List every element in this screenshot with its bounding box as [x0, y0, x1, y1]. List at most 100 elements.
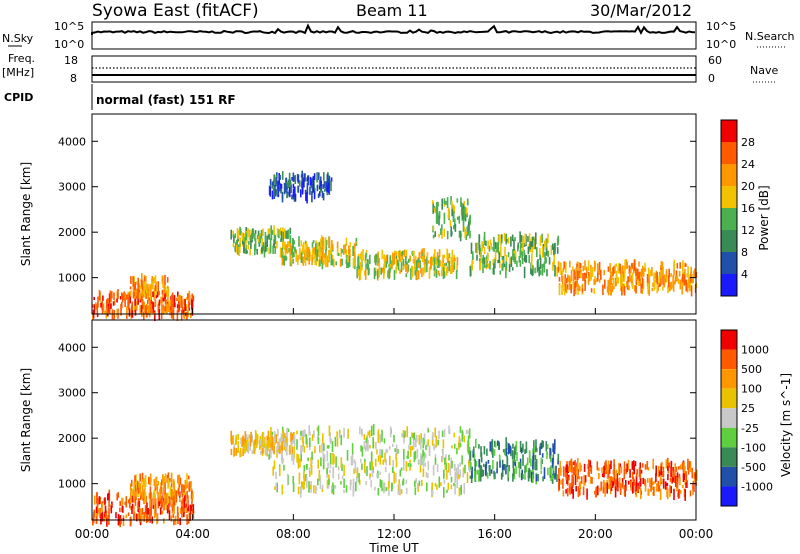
range-cell [593, 288, 596, 294]
range-cell [494, 441, 497, 448]
range-cell [552, 243, 554, 250]
range-cell [376, 253, 378, 263]
range-cell [233, 235, 235, 244]
range-cell [556, 474, 558, 482]
range-cell [667, 275, 670, 288]
range-cell [562, 490, 565, 497]
range-cell [255, 442, 258, 449]
range-cell [436, 252, 439, 259]
range-cell [164, 274, 166, 286]
x-tick-label: 16:00 [477, 527, 512, 541]
range-cell [502, 262, 505, 268]
range-cell [618, 462, 620, 469]
range-cell [531, 264, 534, 277]
range-cell [414, 255, 417, 265]
range-cell [678, 473, 681, 479]
range-cell [508, 443, 510, 454]
range-cell [519, 231, 521, 244]
range-cell [144, 492, 147, 502]
range-cell [260, 439, 262, 446]
range-cell [311, 455, 313, 464]
range-cell [550, 465, 552, 475]
range-cell [310, 180, 313, 185]
range-cell [307, 457, 309, 462]
range-cell [253, 447, 256, 453]
range-cell [314, 254, 316, 265]
range-cell [483, 257, 485, 264]
range-cell [321, 488, 324, 492]
range-cell [693, 268, 696, 278]
range-cell [186, 473, 188, 485]
range-cell [483, 231, 486, 242]
range-cell [140, 514, 143, 523]
range-cell [123, 291, 125, 300]
range-cell [318, 245, 320, 258]
range-cell [657, 286, 659, 292]
range-cell [289, 186, 291, 198]
range-cell [660, 261, 663, 270]
range-cell [120, 518, 122, 524]
colorbar-frame [720, 119, 738, 297]
range-cell [447, 482, 450, 490]
range-cell [323, 181, 326, 188]
range-cell [501, 234, 503, 242]
range-cell [640, 268, 643, 278]
range-cell [478, 459, 480, 468]
range-cell [313, 430, 315, 438]
range-cell [311, 242, 314, 248]
range-cell [528, 255, 530, 264]
range-cell [566, 487, 569, 497]
range-cell [673, 473, 676, 479]
range-cell [183, 507, 185, 515]
range-cell [405, 256, 407, 264]
range-cell [181, 509, 183, 518]
range-cell [420, 267, 422, 274]
colorbar-segment [721, 274, 737, 296]
range-cell [442, 267, 445, 280]
range-cell [399, 469, 402, 477]
range-cell [682, 260, 684, 271]
range-cell [300, 445, 302, 455]
range-cell [588, 459, 590, 468]
range-cell [449, 219, 452, 227]
range-cell [410, 463, 412, 468]
range-cell [386, 449, 389, 453]
range-cell [465, 207, 467, 217]
range-cell [179, 295, 182, 304]
range-cell [110, 303, 112, 309]
range-cell [177, 488, 180, 495]
range-cell [294, 186, 296, 196]
range-cell [247, 228, 249, 237]
range-cell [98, 496, 101, 505]
range-cell [168, 510, 171, 520]
range-cell [613, 265, 615, 274]
range-cell [480, 251, 482, 263]
range-cell [318, 469, 321, 480]
range-cell [644, 464, 647, 470]
range-cell [490, 243, 492, 250]
range-cell [561, 271, 563, 283]
range-cell [452, 261, 454, 266]
colorbar-segment [721, 349, 737, 370]
range-cell [636, 469, 638, 475]
range-cell [414, 450, 417, 460]
range-cell [410, 268, 412, 280]
range-cell [279, 247, 282, 258]
range-cell [674, 275, 677, 284]
range-cell [589, 476, 592, 484]
range-cell [411, 271, 413, 278]
range-cell [534, 454, 536, 461]
range-cell [506, 442, 508, 451]
colorbar-segment [721, 208, 737, 230]
range-cell [539, 269, 542, 275]
nsky-trace [91, 23, 696, 36]
range-cell [148, 284, 151, 292]
range-cell [474, 472, 476, 482]
range-cell [136, 300, 138, 311]
range-cell [306, 182, 309, 195]
range-cell [96, 510, 99, 515]
range-cell [559, 460, 561, 473]
range-cell [344, 244, 347, 254]
range-cell [457, 464, 459, 474]
range-cell [101, 510, 104, 522]
